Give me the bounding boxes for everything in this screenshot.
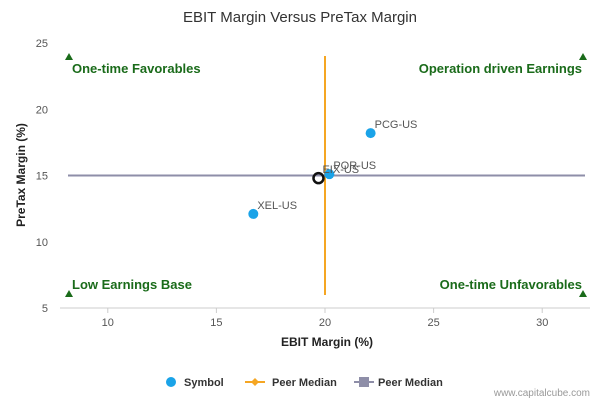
point-label-pcg-us: PCG-US [375, 119, 418, 131]
quadrant-markers [65, 53, 587, 297]
legend: Symbol Peer Median Peer Median [166, 377, 443, 389]
legend-peer-median-x-marker [251, 378, 259, 386]
x-tick-label-0: 10 [102, 317, 114, 329]
legend-item-symbol[interactable]: Symbol [166, 377, 224, 389]
x-tick-label-4: 30 [536, 317, 548, 329]
quadrant-marker-top-right [579, 53, 587, 60]
legend-peer-median-y-label: Peer Median [378, 377, 443, 389]
quadrant-marker-bottom-left [65, 290, 73, 297]
point-label-por-us: POR-US [333, 160, 376, 172]
quadrant-label-top-right: Operation driven Earnings [419, 61, 582, 76]
y-tick-label-2: 15 [36, 171, 48, 183]
legend-item-peer-median-y[interactable]: Peer Median [354, 377, 443, 389]
quadrant-labels: One-time Favorables Operation driven Ear… [72, 61, 582, 292]
y-tick-label-4: 25 [36, 38, 48, 50]
scatter-point-por-us[interactable] [324, 169, 335, 180]
legend-peer-median-x-label: Peer Median [272, 377, 337, 389]
y-axis-label: PreTax Margin (%) [14, 123, 28, 227]
x-tick-label-1: 15 [210, 317, 222, 329]
x-axis-label: EBIT Margin (%) [281, 335, 373, 349]
y-tick-label-0: 5 [42, 303, 48, 315]
quadrant-marker-top-left [65, 53, 73, 60]
y-axis-ticks: 5 10 15 20 25 [36, 38, 48, 315]
scatter-point-pcg-us[interactable] [365, 128, 376, 139]
y-tick-label-1: 10 [36, 237, 48, 249]
y-tick-label-3: 20 [36, 104, 48, 116]
credit-text[interactable]: www.capitalcube.com [493, 388, 590, 399]
legend-peer-median-y-marker [359, 377, 369, 387]
highlight-point-eix-us[interactable] [312, 171, 325, 185]
legend-item-peer-median-x[interactable]: Peer Median [245, 377, 337, 389]
quadrant-marker-bottom-right [579, 290, 587, 297]
scatter-point-xel-us[interactable] [248, 208, 259, 219]
legend-symbol-marker [166, 377, 176, 387]
quadrant-label-bottom-right: One-time Unfavorables [440, 277, 582, 292]
x-tick-label-3: 25 [427, 317, 439, 329]
scatter-points: PCG-US POR-US XEL-US EIX-US [248, 119, 417, 219]
point-label-eix-us: EIX-US [322, 164, 359, 176]
quadrant-label-bottom-left: Low Earnings Base [72, 277, 192, 292]
x-tick-label-2: 20 [319, 317, 331, 329]
legend-symbol-label: Symbol [184, 377, 224, 389]
quadrant-label-top-left: One-time Favorables [72, 61, 201, 76]
x-axis-ticks: 10 15 20 25 30 [102, 308, 548, 329]
point-label-xel-us: XEL-US [257, 200, 297, 212]
chart-title: EBIT Margin Versus PreTax Margin [183, 9, 417, 26]
